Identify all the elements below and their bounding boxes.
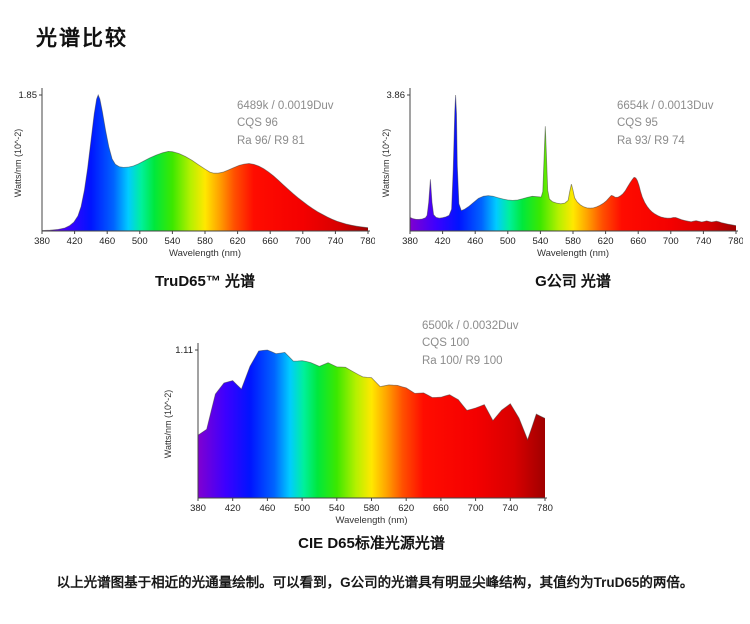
- x-tick-label: 500: [132, 236, 148, 247]
- x-tick-label: 740: [695, 236, 711, 247]
- x-tick-label: 380: [190, 503, 206, 514]
- x-tick-label: 380: [402, 236, 418, 247]
- x-tick-label: 580: [565, 236, 581, 247]
- spectrum-outline: [41, 93, 369, 231]
- metric-cct-duv: 6489k / 0.0019Duv: [237, 100, 334, 112]
- trud65-caption: TruD65™ 光谱: [154, 273, 256, 290]
- spectrum-area: [42, 95, 368, 231]
- comparison-note: 以上光谱图基于相近的光通量绘制。可以看到，G公司的光谱具有明显尖峰结构，其值约为…: [56, 575, 694, 590]
- spectrum-chart-g-company: 3.86 380 420 460 500 540 580 620 660 700 740 780 Wav…: [378, 78, 745, 293]
- metric-ra-r9: Ra 93/ R9 74: [617, 134, 685, 147]
- y-axis-title: Watts/nm (10^-2): [13, 129, 23, 197]
- x-tick-label: 740: [327, 236, 343, 247]
- x-tick-label: 780: [360, 236, 375, 247]
- x-tick-label: 620: [398, 503, 414, 514]
- x-tick-label: 420: [225, 503, 241, 514]
- metric-ra-r9: Ra 100/ R9 100: [422, 354, 503, 367]
- y-max-label: 1.85: [19, 90, 38, 101]
- spectrum-area: [198, 350, 545, 498]
- g-company-caption: G公司 光谱: [535, 273, 611, 290]
- y-max-label: 1.11: [175, 345, 193, 356]
- x-tick-label: 500: [500, 236, 516, 247]
- x-tick-label: 540: [164, 236, 180, 247]
- x-tick-label: 380: [34, 236, 50, 247]
- metric-ra-r9: Ra 96/ R9 81: [237, 134, 305, 147]
- trud65-spectrum-plot: 1.85 380 420 460 500 540 580 620 660 700 740 780 Wav…: [13, 88, 375, 259]
- spectrum-chart-cie-d65: 1.11 380 420 460 500 540 580 620 660 700 740 780 Wav…: [160, 308, 580, 558]
- x-tick-label: 700: [295, 236, 311, 247]
- x-axis-title: Wavelength (nm): [336, 515, 408, 526]
- x-tick-label: 460: [467, 236, 483, 247]
- x-tick-label: 780: [728, 236, 743, 247]
- trud65-metrics: 6489k / 0.0019Duv CQS 96 Ra 96/ R9 81: [237, 98, 334, 150]
- metric-cqs: CQS 100: [422, 337, 470, 350]
- x-tick-label: 420: [67, 236, 83, 247]
- cie-d65-metrics: 6500k / 0.0032Duv CQS 100 Ra 100/ R9 100: [422, 318, 519, 370]
- g-company-spectrum-plot: 3.86 380 420 460 500 540 580 620 660 700 740 780 Wav…: [381, 88, 743, 259]
- x-tick-label: 660: [433, 503, 449, 514]
- y-max-label: 3.86: [387, 90, 406, 101]
- x-tick-label: 660: [630, 236, 646, 247]
- spectrum-chart-trud65: 1.85 380 420 460 500 540 580 620 660 700 740 780 Wav…: [10, 78, 375, 293]
- spectrum-area: [410, 95, 736, 231]
- x-tick-label: 420: [435, 236, 451, 247]
- x-tick-label: 620: [230, 236, 246, 247]
- spectrum-outline: [197, 349, 546, 441]
- g-company-metrics: 6654k / 0.0013Duv CQS 95 Ra 93/ R9 74: [617, 98, 714, 150]
- x-tick-label: 580: [364, 503, 380, 514]
- x-tick-label: 780: [537, 503, 553, 514]
- x-tick-label: 540: [329, 503, 345, 514]
- metric-cct-duv: 6500k / 0.0032Duv: [422, 320, 519, 332]
- cie-d65-spectrum-plot: 1.11 380 420 460 500 540 580 620 660 700 740 780 Wav…: [163, 343, 553, 526]
- y-axis-title: Watts/nm (10^-2): [163, 390, 173, 458]
- metric-cct-duv: 6654k / 0.0013Duv: [617, 100, 714, 112]
- x-tick-label: 700: [663, 236, 679, 247]
- x-tick-label: 460: [259, 503, 275, 514]
- x-tick-label: 580: [197, 236, 213, 247]
- x-tick-label: 660: [262, 236, 278, 247]
- x-axis-title: Wavelength (nm): [537, 248, 609, 259]
- page-title: 光谱比较: [36, 27, 128, 50]
- metric-cqs: CQS 95: [617, 117, 658, 130]
- x-tick-label: 620: [598, 236, 614, 247]
- x-tick-label: 700: [468, 503, 484, 514]
- cie-d65-caption: CIE D65标准光源光谱: [298, 535, 445, 552]
- spectrum-outline: [409, 94, 737, 226]
- x-tick-label: 460: [99, 236, 115, 247]
- x-tick-label: 500: [294, 503, 310, 514]
- y-axis-title: Watts/nm (10^-2): [381, 129, 391, 197]
- metric-cqs: CQS 96: [237, 117, 278, 130]
- x-tick-label: 540: [532, 236, 548, 247]
- x-axis-title: Wavelength (nm): [169, 248, 241, 259]
- x-tick-label: 740: [502, 503, 518, 514]
